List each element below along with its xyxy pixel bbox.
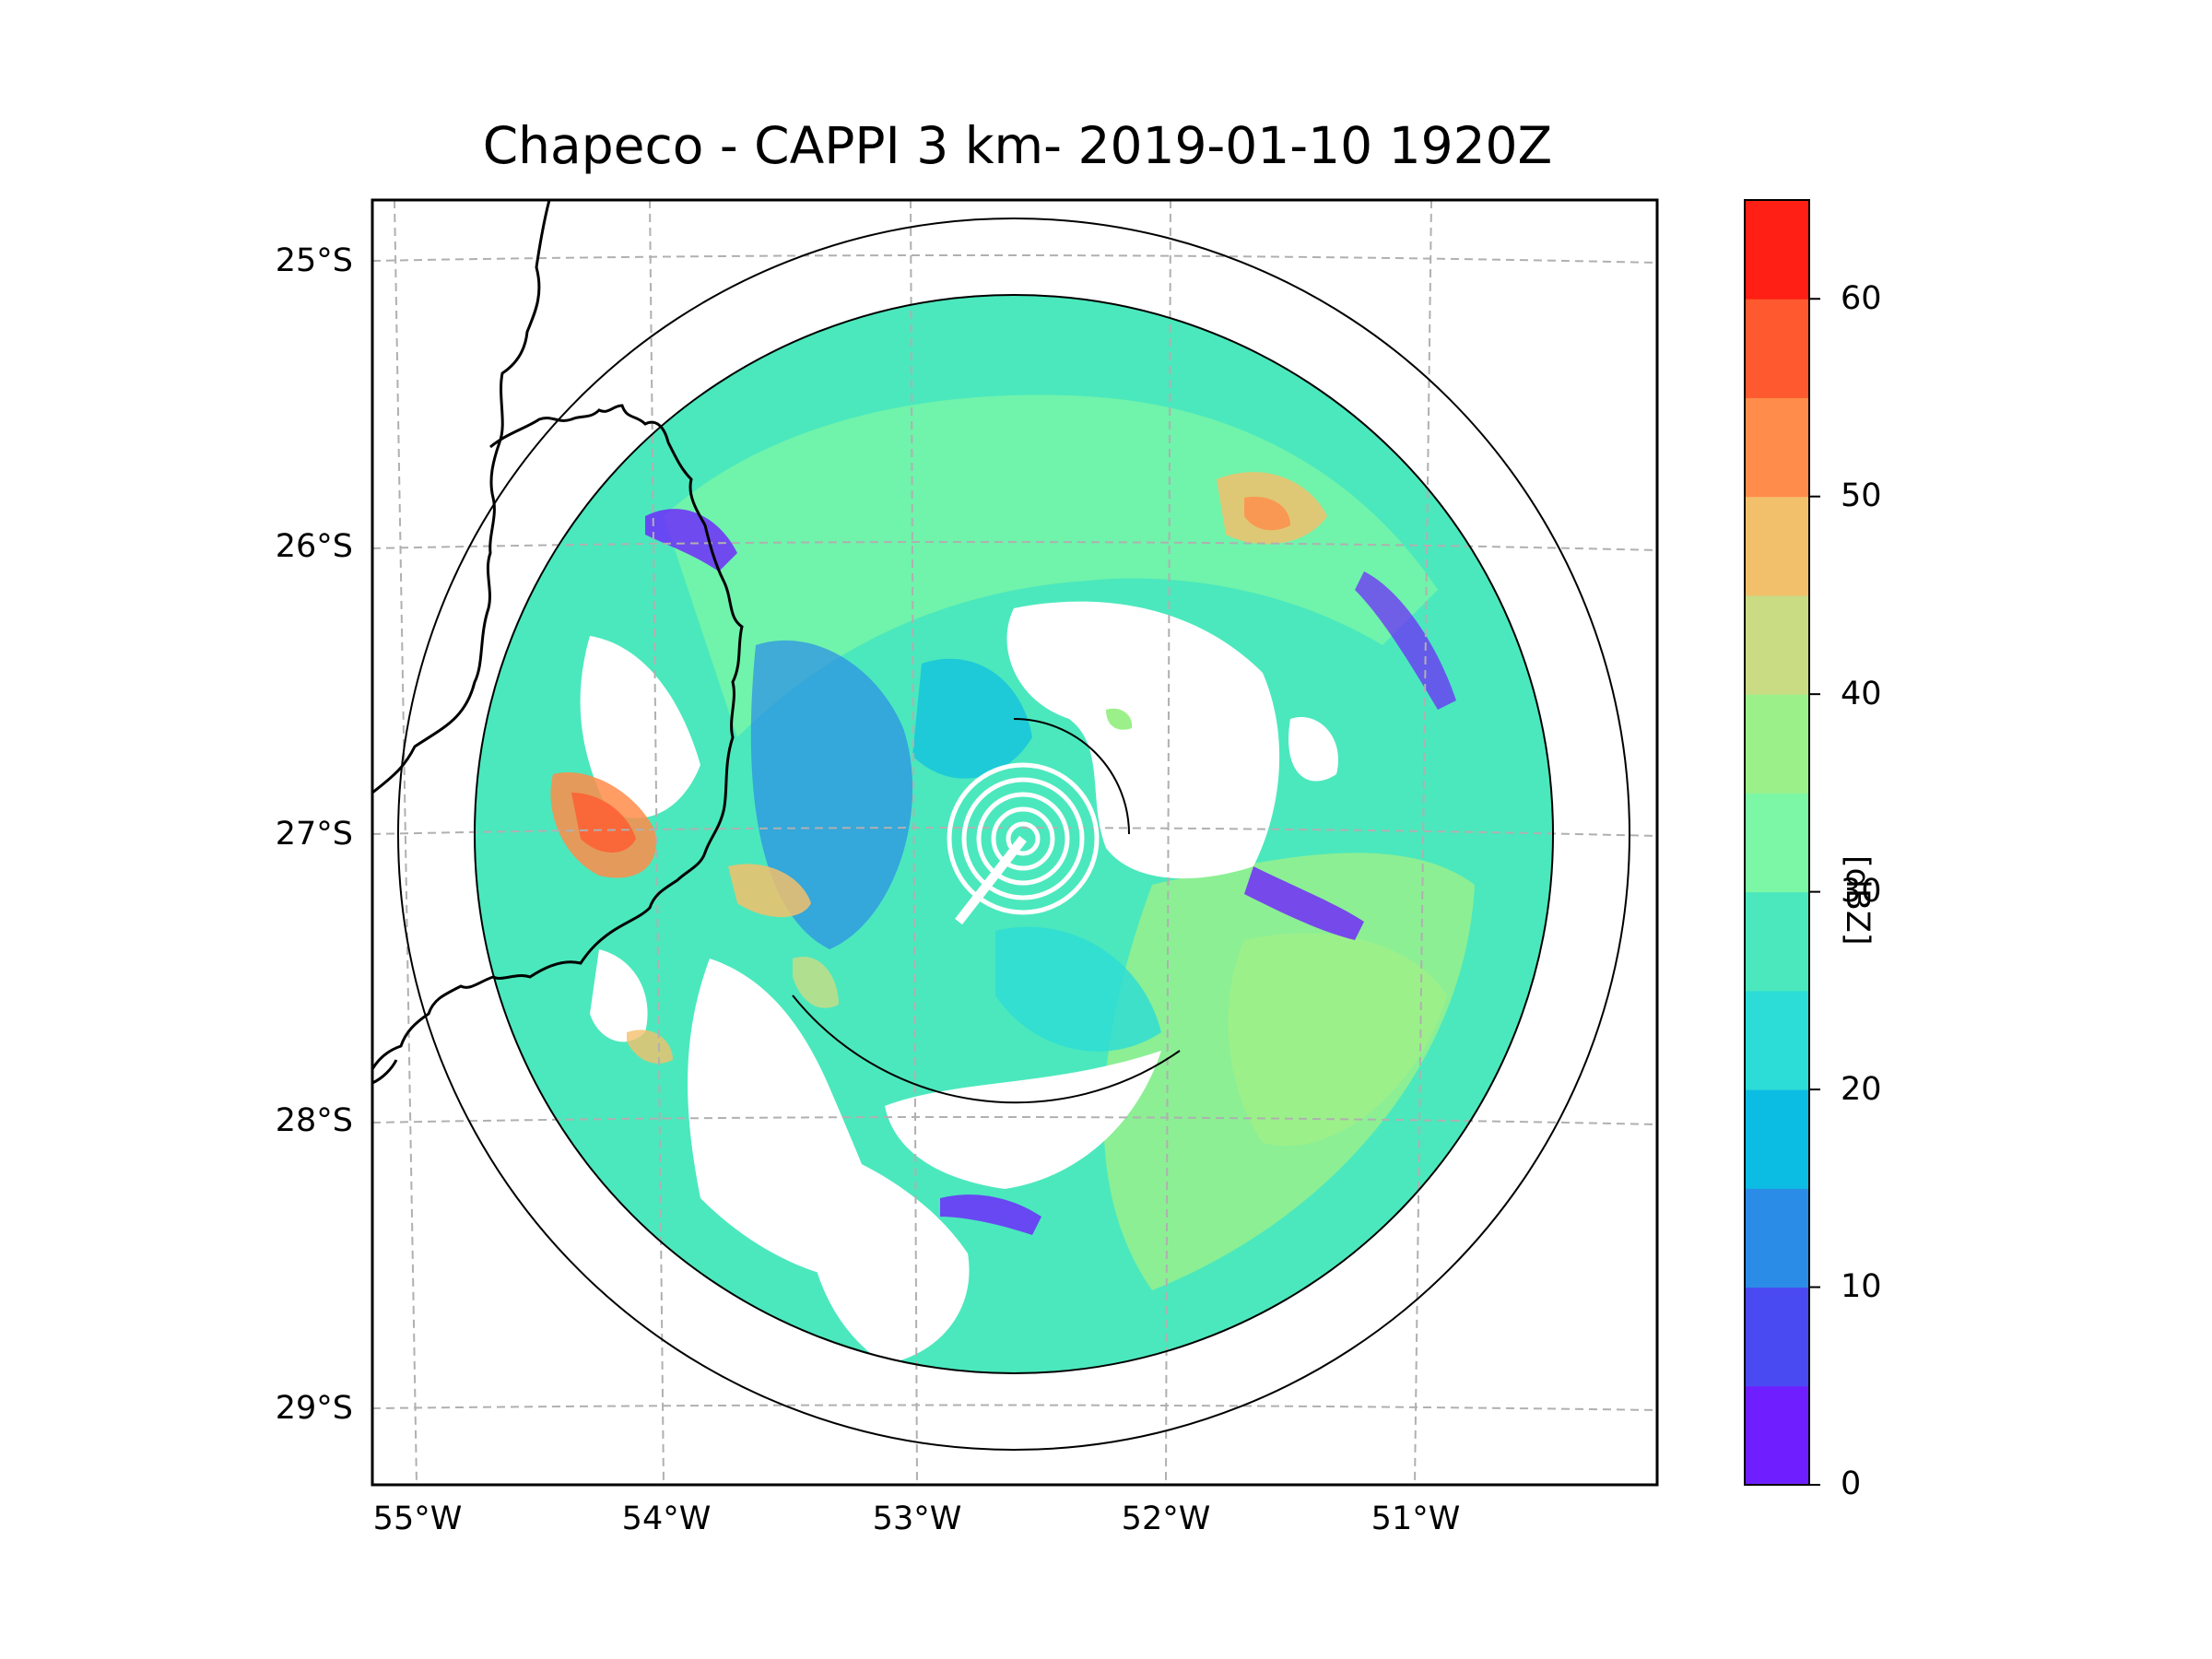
clutter-ring-5 xyxy=(1006,821,1041,856)
gridline-lat-29s xyxy=(372,1404,1657,1411)
lon-label-55w: 55°W xyxy=(372,1500,463,1537)
colorbar-tick-10: 10 xyxy=(1841,1268,1882,1305)
strong-cell-west-core xyxy=(571,793,636,853)
gridline-lon-55w xyxy=(394,200,418,1485)
lat-label-29s: 29°S xyxy=(275,1390,353,1427)
weak-echo-east-band xyxy=(1244,866,1364,940)
colorbar-segment-35-40 xyxy=(1745,694,1809,794)
colorbar-segment-10-15 xyxy=(1745,1188,1809,1288)
strong-cell-northeast-core xyxy=(1244,497,1290,531)
colorbar-segment-45-50 xyxy=(1745,496,1809,596)
colorbar-segment-55-60 xyxy=(1745,299,1809,398)
ring-inner-2 xyxy=(792,994,1181,1104)
colorbar-segment-40-45 xyxy=(1745,594,1809,695)
colorbar-segment-0-5 xyxy=(1745,1385,1809,1486)
ground-clutter-rings xyxy=(947,762,1100,925)
gridline-lon-53w xyxy=(910,200,918,1485)
clear-area-south-edge xyxy=(806,1143,970,1364)
colorbar-segment-25-30 xyxy=(1745,891,1809,992)
echo-region-cyan-south xyxy=(995,926,1161,1052)
clutter-beam-southwest xyxy=(955,835,1027,925)
echo-region-weak-blue xyxy=(750,640,913,949)
lat-label-27s: 27°S xyxy=(275,816,353,853)
clutter-ring-2 xyxy=(961,777,1085,900)
lon-label-53w: 53°W xyxy=(872,1500,962,1537)
graticule xyxy=(372,200,1657,1485)
colorbar-tick-0: 0 xyxy=(1841,1465,1862,1502)
lon-label-51w: 51°W xyxy=(1371,1500,1461,1537)
ring-inner-1 xyxy=(1013,718,1130,835)
clear-area-center-east xyxy=(1006,601,1280,879)
clutter-ring-1 xyxy=(947,762,1100,915)
lat-label-28s: 28°S xyxy=(275,1102,353,1139)
colorbar-segment-20-25 xyxy=(1745,990,1809,1090)
lon-label-52w: 52°W xyxy=(1121,1500,1211,1537)
colorbar-segment-50-55 xyxy=(1745,397,1809,498)
moderate-cell-southwest xyxy=(728,864,811,917)
clear-area-far-west xyxy=(590,949,648,1042)
colorbar-tick-50: 50 xyxy=(1841,477,1882,514)
range-rings xyxy=(397,218,1630,1451)
lat-label-26s: 26°S xyxy=(275,528,353,565)
ring-outer xyxy=(397,218,1630,1451)
colorbar-tick-30: 30 xyxy=(1841,873,1882,910)
weak-echo-east-edge xyxy=(1355,571,1456,710)
clutter-ring-3 xyxy=(976,792,1070,886)
gridline-lat-28s xyxy=(372,1115,1657,1125)
clear-area-east-small xyxy=(1288,717,1338,782)
echo-region-cyan xyxy=(912,658,1032,779)
moderate-cell-southwest-band xyxy=(793,957,839,1008)
colorbar-segment-5-10 xyxy=(1745,1287,1809,1387)
boundary-brazil-east xyxy=(372,1059,398,1085)
colorbar-tick-20: 20 xyxy=(1841,1071,1882,1108)
colorbar-tick-40: 40 xyxy=(1841,676,1882,712)
echo-region-southeast-core xyxy=(1228,933,1447,1147)
colorbar-segment-15-20 xyxy=(1745,1089,1809,1189)
colorbar-frame xyxy=(1744,199,1810,1486)
lat-label-25s: 25°S xyxy=(275,242,353,279)
colorbar-segment-60-65 xyxy=(1745,200,1809,300)
reflectivity-field xyxy=(475,295,1553,1373)
weak-echo-south-band xyxy=(940,1194,1041,1235)
clear-area-south xyxy=(885,1051,1161,1189)
map-frame xyxy=(371,198,1659,1487)
clear-area-west xyxy=(580,636,700,818)
colorbar-tick-60: 60 xyxy=(1841,280,1882,317)
colorbar xyxy=(1745,200,1820,1486)
gridline-lon-52w xyxy=(1165,200,1171,1485)
gridline-lon-54w xyxy=(649,200,665,1485)
small-cell-center xyxy=(1106,708,1133,730)
colorbar-title: [dBZ] xyxy=(1839,855,1876,946)
lon-label-54w: 54°W xyxy=(621,1500,712,1537)
gridline-lat-25s xyxy=(372,253,1657,264)
gridline-lat-26s xyxy=(372,540,1657,551)
ring-data-edge xyxy=(474,294,1554,1374)
clutter-ring-4 xyxy=(991,806,1055,871)
colorbar-segment-30-35 xyxy=(1745,793,1809,893)
gridline-lon-51w xyxy=(1414,200,1432,1485)
figure-title: Chapeco - CAPPI 3 km- 2019-01-10 1920Z xyxy=(482,116,1553,175)
moderate-cell-south xyxy=(627,1030,673,1064)
